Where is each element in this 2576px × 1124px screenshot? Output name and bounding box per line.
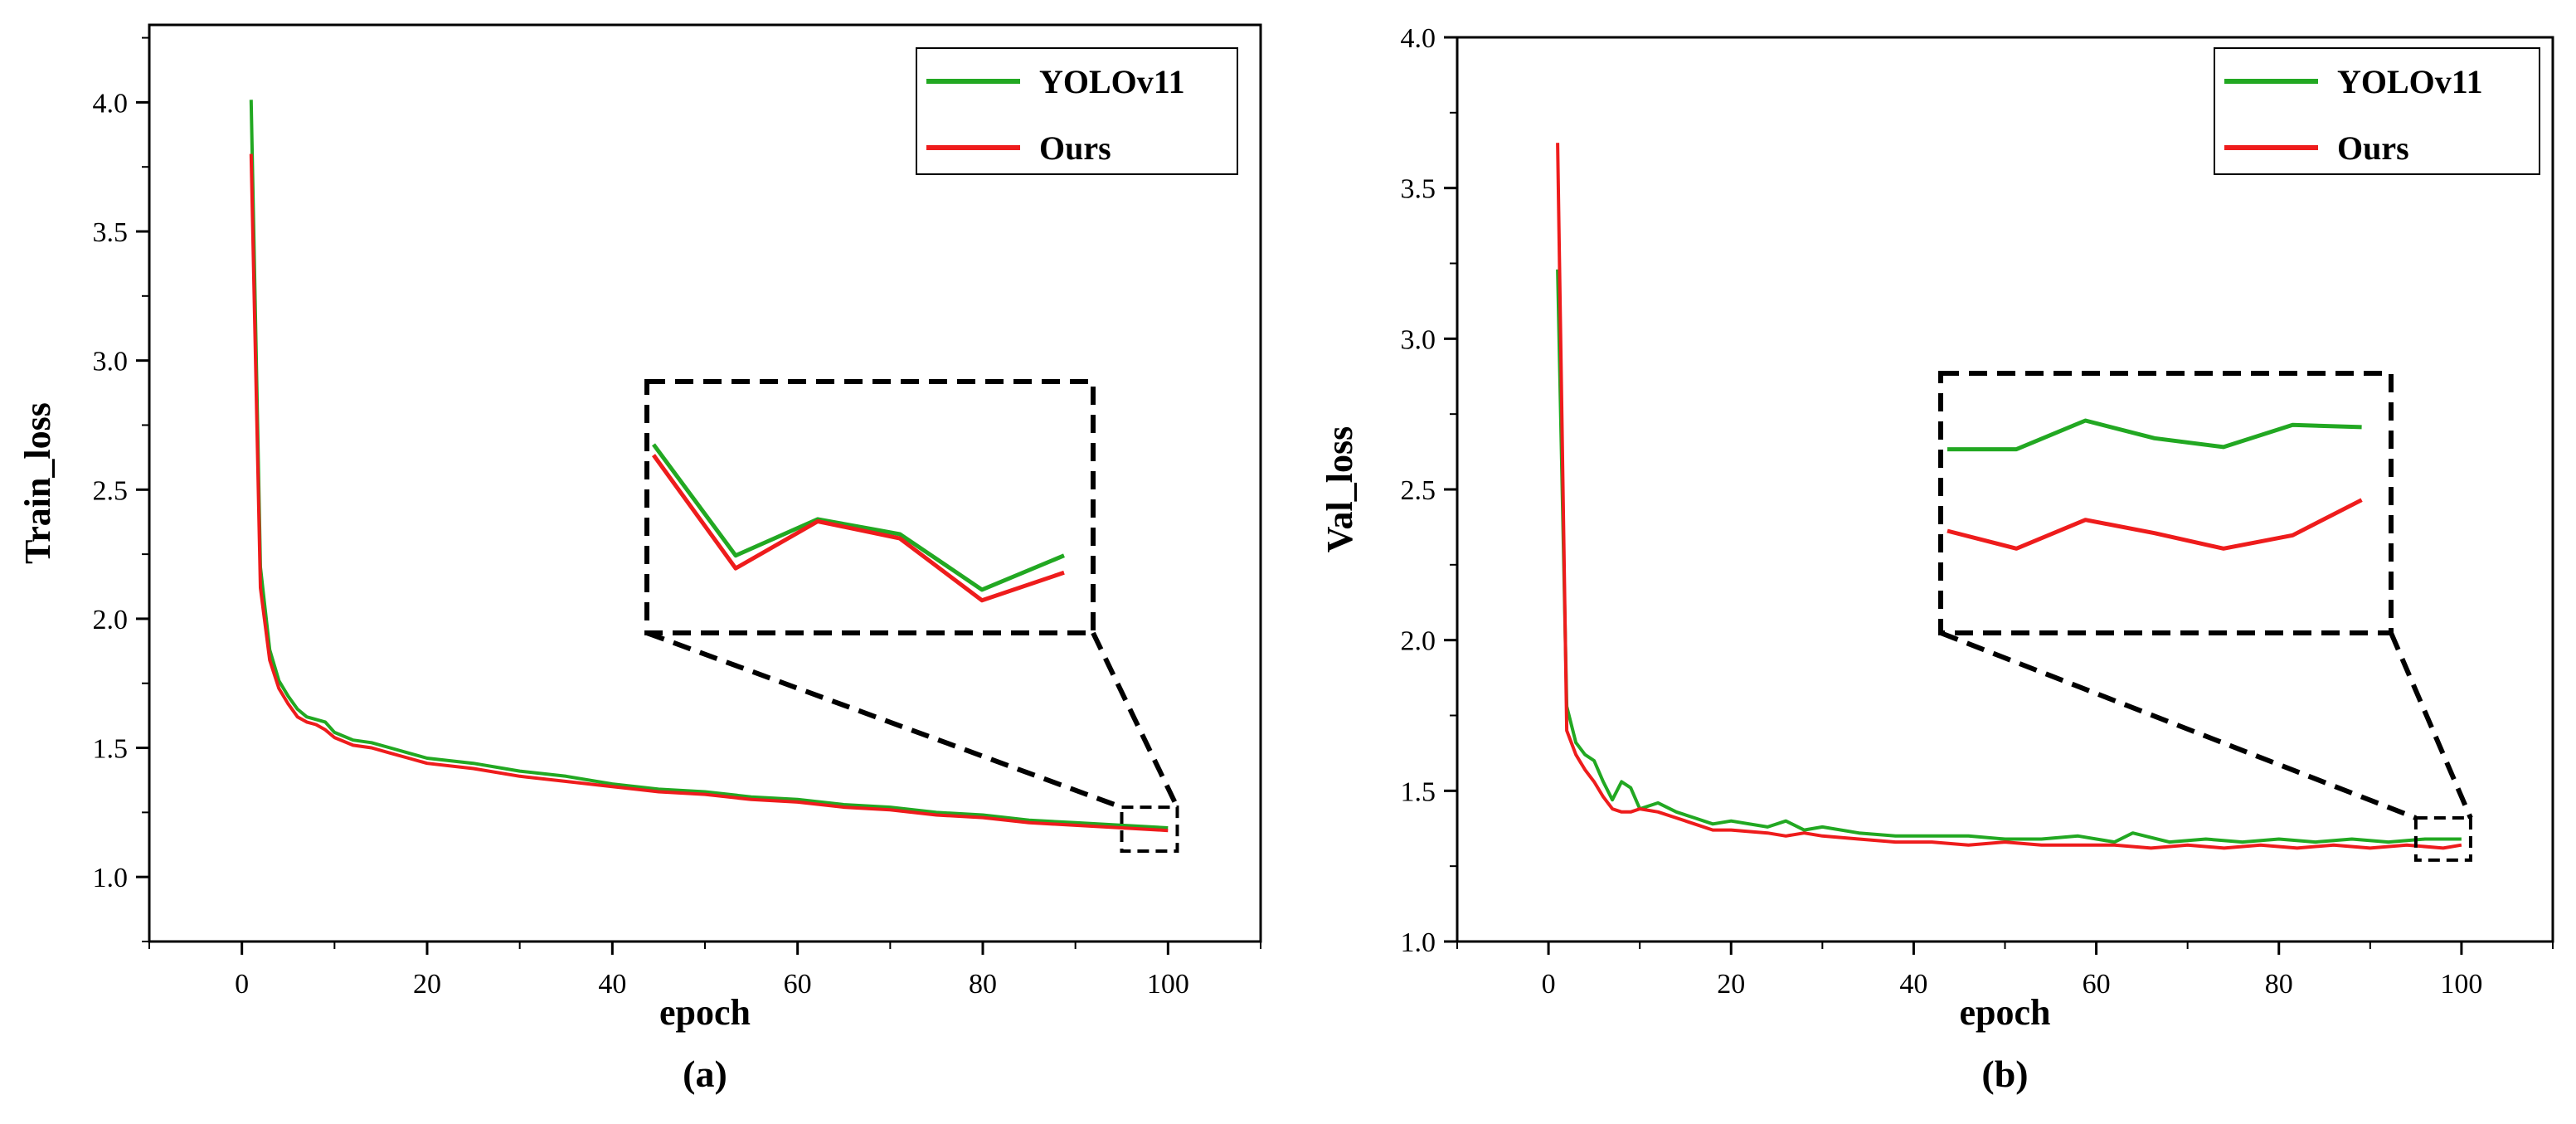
x-tick-label: 80 [2265, 969, 2293, 1000]
panel-caption: (b) [1981, 1053, 2028, 1095]
y-tick-label: 2.5 [93, 475, 129, 506]
chart-panel-b: 0 20 40 60 80 100 1.0 1.5 2.0 2.5 3.0 3.5 4.0 epoch Va… [1320, 23, 2554, 1095]
y-tick-label: 4.0 [93, 88, 129, 119]
x-tick-label: 20 [413, 969, 441, 1000]
series-line-yolov11 [1556, 269, 2462, 844]
inset-connector [645, 630, 1123, 810]
y-tick-label: 1.0 [1401, 927, 1436, 958]
y-tick-label: 3.5 [1401, 174, 1436, 205]
chart-panel-a: 0 20 40 60 80 100 1.0 1.5 2.0 2.5 3.0 3.5 4.0 epoch Tr… [17, 23, 1262, 1095]
y-tick-label: 2.0 [1401, 626, 1436, 657]
y-tick-label: 3.0 [1401, 324, 1436, 355]
x-axis-label: epoch [1960, 992, 2051, 1033]
legend-box [916, 47, 1238, 175]
inset-box [1938, 371, 2394, 635]
y-tick-label: 2.0 [93, 605, 129, 635]
legend-label: Ours [2337, 129, 2409, 167]
legend-label: YOLOv11 [2337, 63, 2483, 100]
inset-line-ours [651, 454, 1065, 603]
legend-label: Ours [1039, 129, 1111, 167]
x-axis-label: epoch [659, 992, 751, 1033]
inset-box [644, 379, 1096, 635]
x-tick-label: 0 [235, 969, 249, 1000]
x-tick-label: 0 [1542, 969, 1556, 1000]
inset-line-yolov11 [651, 443, 1065, 592]
inset-line-ours [1947, 498, 2363, 551]
inset-connector [2389, 631, 2473, 820]
x-tick-label: 100 [2440, 969, 2482, 1000]
y-tick-label: 1.5 [1401, 776, 1436, 807]
x-tick-label: 40 [1899, 969, 1927, 1000]
panel-caption: (a) [683, 1053, 727, 1095]
zoom-region-box [2413, 816, 2472, 862]
x-tick-label: 60 [2083, 969, 2111, 1000]
y-tick-label: 3.0 [93, 347, 129, 377]
x-tick-label: 100 [1147, 969, 1189, 1000]
x-tick-label: 20 [1717, 969, 1745, 1000]
y-axis-label: Val_loss [1320, 426, 1360, 552]
y-tick-label: 1.0 [93, 863, 129, 893]
series-line-ours [249, 153, 1169, 833]
y-tick-label: 4.0 [1401, 23, 1436, 54]
inset-line-yolov11 [1947, 418, 2362, 452]
zoom-region-box [1120, 805, 1179, 854]
y-axis-label: Train_loss [17, 402, 58, 564]
series-line-yolov11 [249, 100, 1169, 830]
x-tick-label: 40 [598, 969, 626, 1000]
y-tick-label: 2.5 [1401, 475, 1436, 506]
legend-label: YOLOv11 [1039, 63, 1185, 100]
legend-box [2214, 47, 2540, 175]
x-tick-label: 80 [969, 969, 997, 1000]
inset-connector [1091, 631, 1180, 809]
y-tick-label: 1.5 [93, 734, 129, 765]
x-tick-label: 60 [784, 969, 812, 1000]
series-line-ours [1556, 143, 2462, 850]
inset-connector [1939, 630, 2417, 820]
y-tick-label: 3.5 [93, 217, 129, 248]
